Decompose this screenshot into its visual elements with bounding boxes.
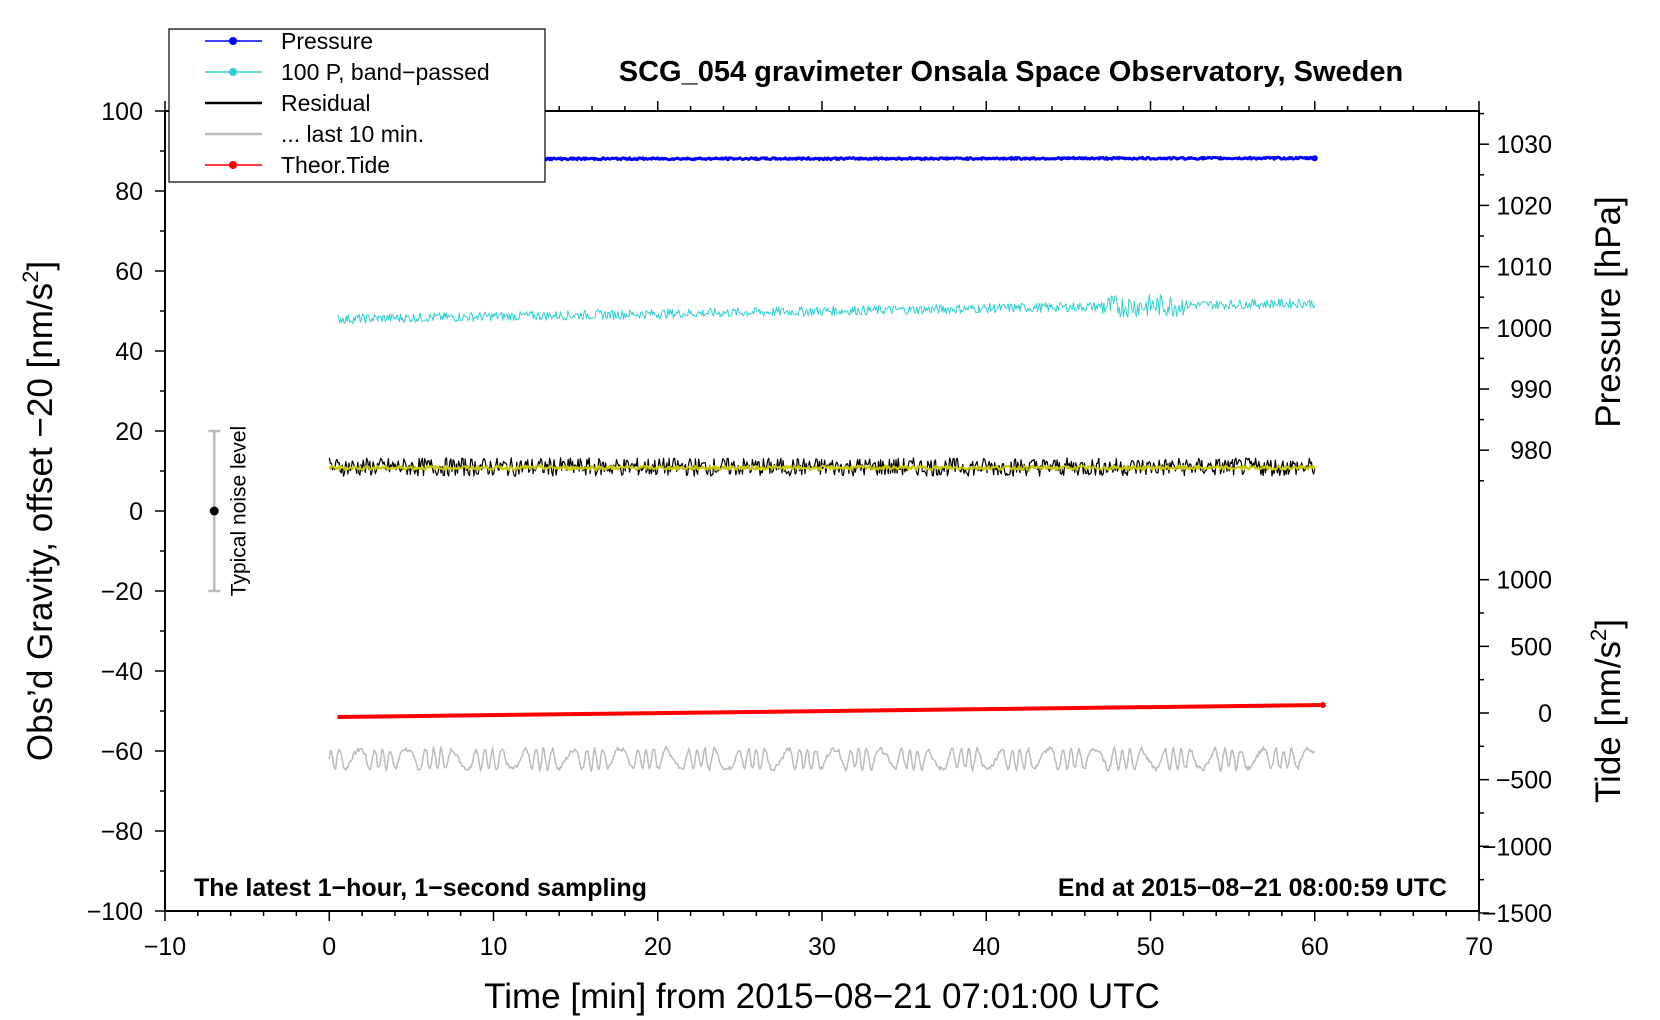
y-axis-label: Obs’d Gravity, offset −20 [nm/s2] [18,261,60,761]
y-tick-label: 60 [115,258,143,286]
y-tick-label: −20 [101,578,143,606]
tide-tick-label: 0 [1538,700,1552,728]
chart-title: SCG_054 gravimeter Onsala Space Observat… [619,56,1403,88]
y-tick-label: −40 [101,658,143,686]
pressure-tick-label: 1000 [1496,315,1552,343]
axis-ticks [155,101,1489,921]
pressure-tick-label: 980 [1510,437,1552,465]
tide-tick-label: 500 [1510,633,1552,661]
x-tick-label: 60 [1301,933,1329,961]
plot-frame [164,110,1480,912]
series-end-marker-pressure [1311,155,1318,162]
y-axis-label-end: ] [21,261,60,271]
tide-tick-label: −1500 [1482,900,1552,928]
tide-axis-label-sup: 2 [1586,629,1611,641]
pressure-tick-label: 1030 [1496,131,1552,159]
tide-tick-label: −500 [1496,767,1552,795]
series-line-residual [328,457,1316,477]
annotation-left: The latest 1−hour, 1−second sampling [194,874,647,902]
series-layer [328,155,1326,773]
x-tick-label: 30 [808,933,836,961]
y-tick-label: 100 [101,98,143,126]
pressure-tick-label: 990 [1510,376,1552,404]
pressure-tick-label: 1010 [1496,254,1552,282]
y-tick-label: −100 [87,898,143,926]
legend-swatch-marker [229,161,237,169]
x-tick-label: −10 [144,933,186,961]
y-tick-label: 0 [129,498,143,526]
y-axis-label-main: Obs’d Gravity, offset −20 [nm/s [21,283,60,761]
noise-level-label: Typical noise level [227,426,250,596]
series-line-last-10-min [328,745,1316,773]
y-axis-label-sup: 2 [18,271,43,283]
series-end-marker-theor-tide [1319,702,1326,708]
x-tick-label: 70 [1465,933,1493,961]
tide-tick-label: 1000 [1496,567,1552,595]
pressure-tick-labels: 1030 1020 1010 1000 990 980 [1496,131,1552,465]
legend-items: Pressure 100 P, band−passed Residual ... la… [205,28,490,178]
x-axis-label: Time [min] from 2015−08−21 07:01:00 UTC [484,977,1160,1016]
tide-axis-label: Tide [nm/s2] [1586,619,1628,803]
x-tick-label: 20 [644,933,672,961]
noise-level-bar: Typical noise level [208,426,250,596]
tide-axis-label-main: Tide [nm/s [1589,641,1628,803]
y-tick-label: 40 [115,338,143,366]
x-tick-labels: −10 0 10 20 30 40 50 60 70 [144,933,1493,961]
legend-swatch-marker [229,68,237,76]
x-tick-label: 40 [972,933,1000,961]
series-line-100-p-band-passed [337,294,1316,324]
y-tick-label: 20 [115,418,143,446]
y-tick-labels: 100 80 60 40 20 0 −20 −40 −60 −80 −100 [87,98,143,926]
legend-label: 100 P, band−passed [281,59,490,85]
y-tick-label: −80 [101,818,143,846]
legend-label: Theor.Tide [281,152,390,178]
pressure-tick-label: 1020 [1496,192,1552,220]
x-tick-label: 10 [480,933,508,961]
y-tick-label: −60 [101,738,143,766]
annotation-right: End at 2015−08−21 08:00:59 UTC [1058,874,1447,902]
noise-bar-center-dot [209,506,219,516]
tide-axis-label-end: ] [1589,619,1628,629]
legend-box [168,28,546,183]
tide-tick-label: −1000 [1482,833,1552,861]
legend-label: Pressure [281,28,373,54]
pressure-axis-label: Pressure [hPa] [1589,196,1628,428]
tide-tick-labels: 1000 500 0 −500 −1000 −1500 [1482,567,1552,928]
series-line-theor-tide [337,703,1324,719]
legend-swatch-marker [229,37,237,45]
legend-label: Residual [281,90,371,116]
y-tick-label: 80 [115,178,143,206]
x-tick-label: 0 [322,933,336,961]
x-tick-label: 50 [1137,933,1165,961]
series-line-residual-smoothed [328,464,1316,471]
legend-label: ... last 10 min. [281,121,424,147]
legend: Pressure 100 P, band−passed Residual ... la… [168,28,546,183]
